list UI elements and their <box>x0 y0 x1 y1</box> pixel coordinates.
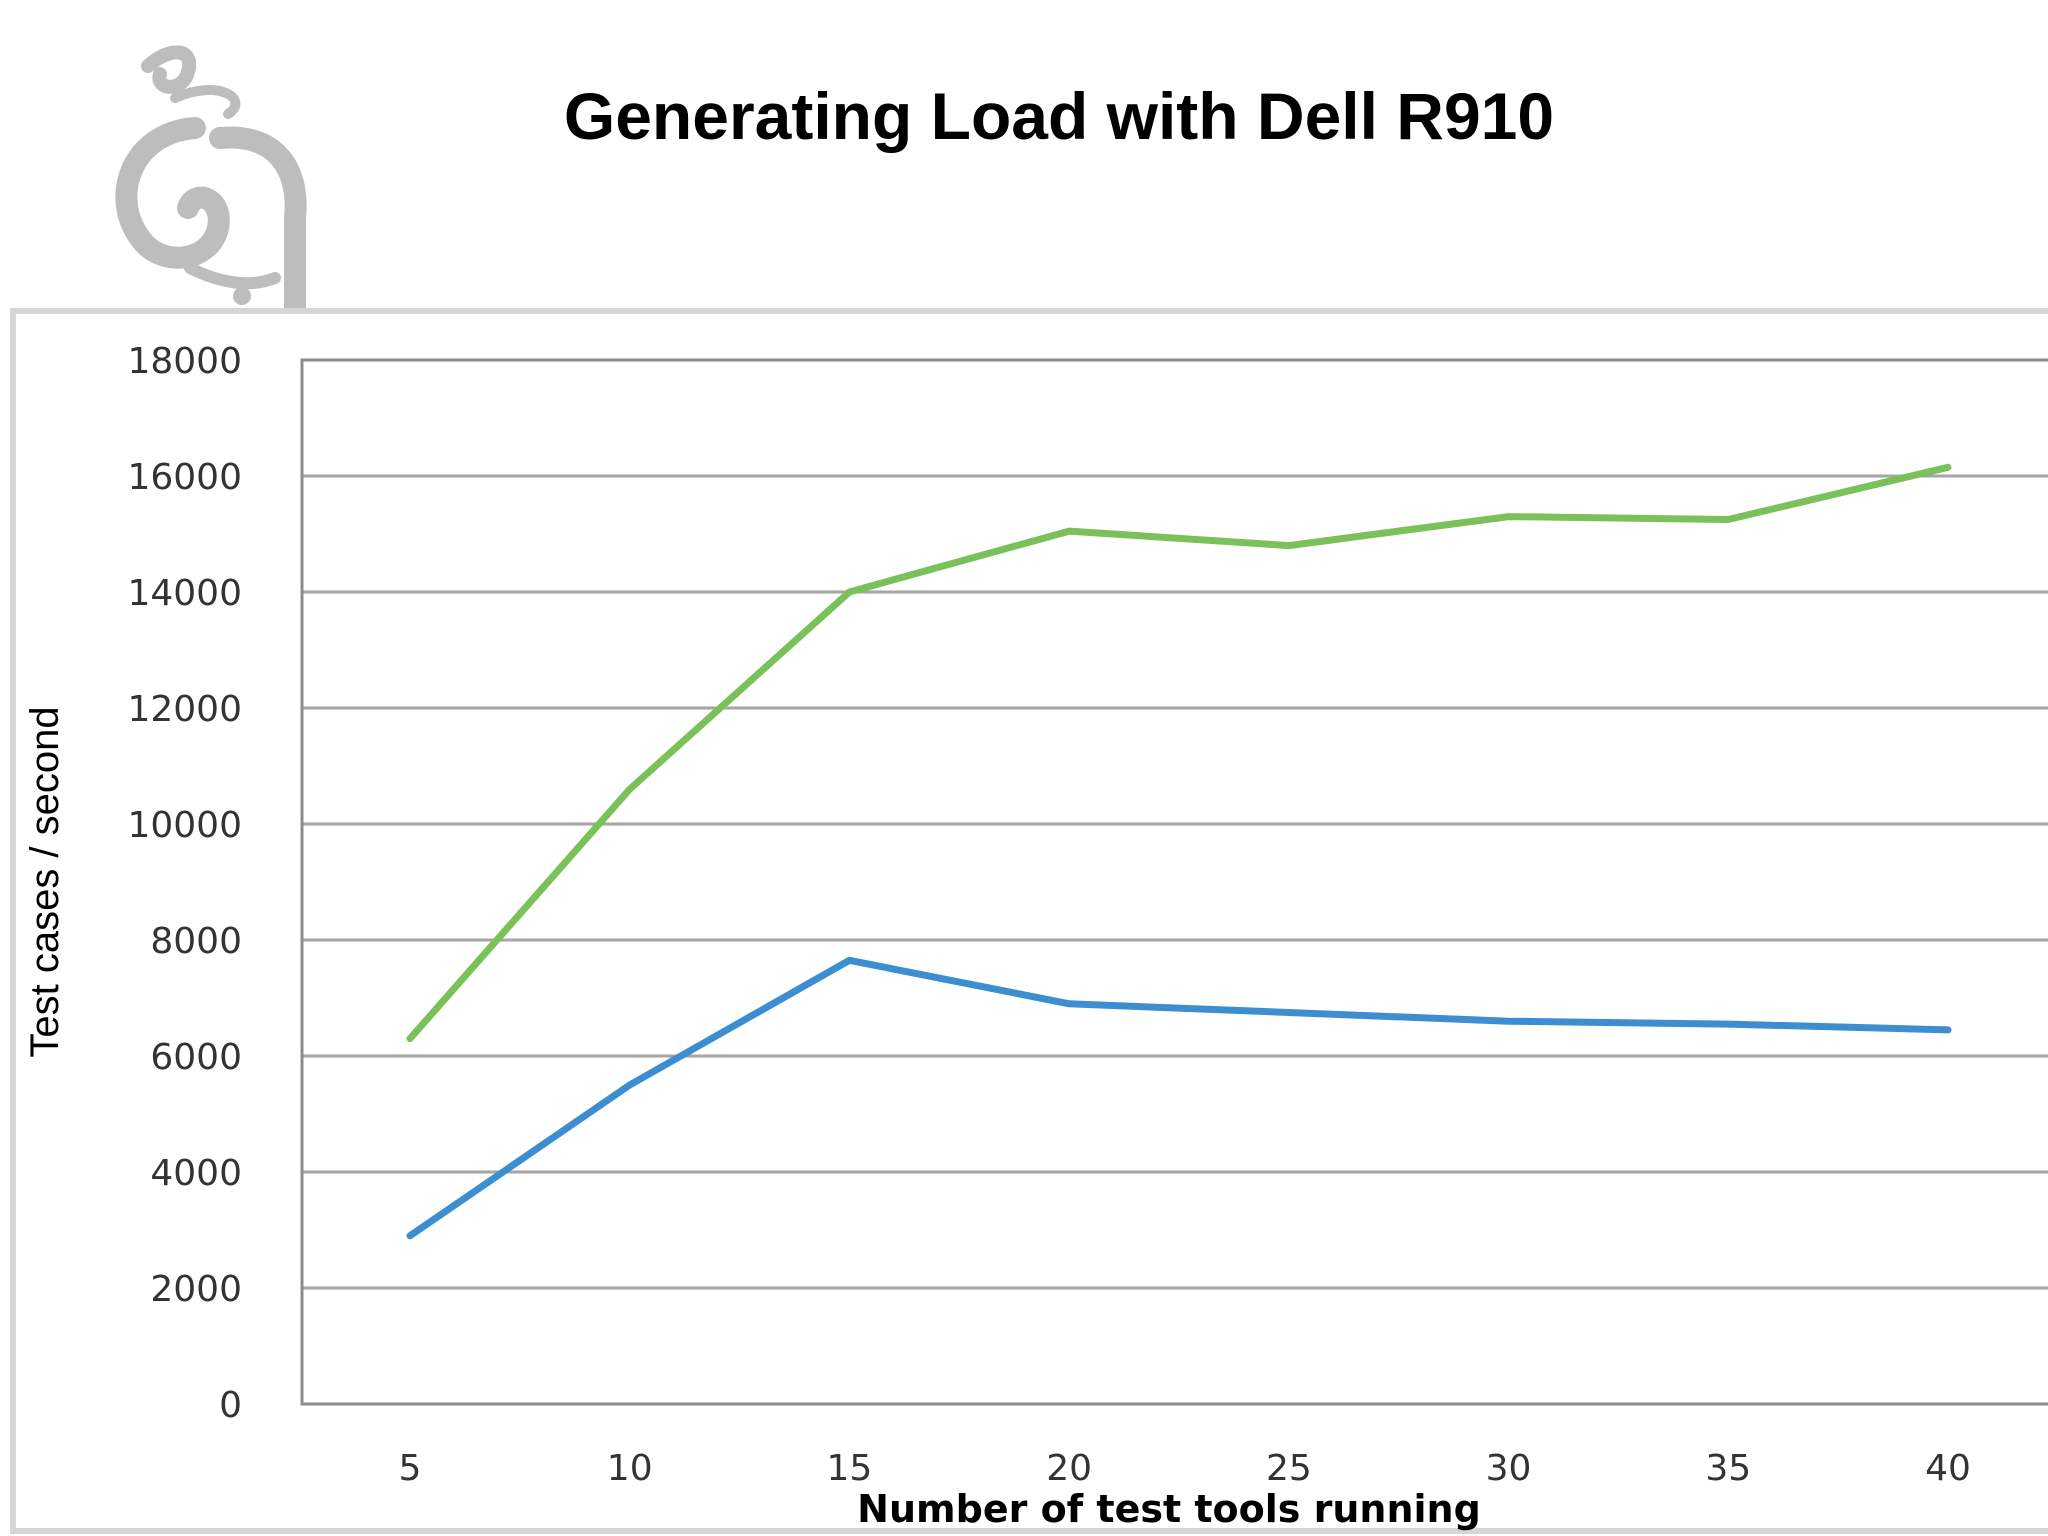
x-axis-label: Number of test tools running <box>857 1487 1481 1531</box>
y-tick-label: 8000 <box>150 921 242 962</box>
x-tick-label: 10 <box>607 1448 653 1489</box>
x-tick-label: 40 <box>1925 1448 1971 1489</box>
plot-area-border <box>300 358 2048 1406</box>
y-tick-label: 4000 <box>150 1153 242 1194</box>
y-axis-tick-labels: 0 2000 4000 6000 8000 10000 12000 14000 16000 180… <box>127 341 242 1426</box>
y-tick-label: 12000 <box>127 689 242 730</box>
y-axis-label: Test cases / second <box>23 706 67 1057</box>
y-tick-label: 16000 <box>127 457 242 498</box>
series-lines <box>406 463 1952 1240</box>
slide-title: Generating Load with Dell R910 <box>563 79 1555 153</box>
x-tick-label: 5 <box>399 1448 422 1489</box>
y-tick-label: 18000 <box>127 341 242 382</box>
y-tick-label: 10000 <box>127 805 242 846</box>
y-tick-label: 0 <box>219 1385 242 1426</box>
x-tick-label: 20 <box>1046 1448 1092 1489</box>
gridlines <box>302 474 2048 1290</box>
y-tick-label: 6000 <box>150 1037 242 1078</box>
x-tick-label: 30 <box>1486 1448 1532 1489</box>
x-tick-label: 25 <box>1266 1448 1312 1489</box>
series-line-2 <box>406 956 1952 1240</box>
x-tick-label: 15 <box>827 1448 873 1489</box>
series-line-1 <box>406 463 1952 1043</box>
calligraphic-glyph-logo-icon <box>115 45 307 318</box>
y-tick-label: 2000 <box>150 1269 242 1310</box>
x-axis-tick-labels: 5 10 15 20 25 30 35 40 <box>399 1448 1971 1489</box>
x-tick-label: 35 <box>1705 1448 1751 1489</box>
y-tick-label: 14000 <box>127 573 242 614</box>
chart-frame <box>10 308 2048 1534</box>
